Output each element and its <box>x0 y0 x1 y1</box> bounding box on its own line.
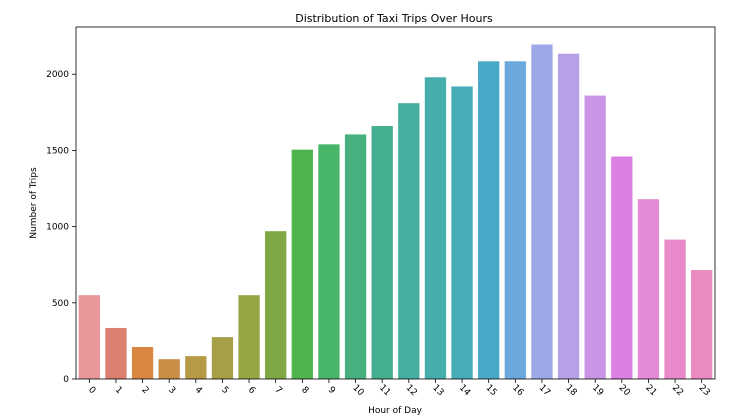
bar-hour-2 <box>131 347 154 379</box>
chart-title: Distribution of Taxi Trips Over Hours <box>295 12 493 25</box>
x-tick-label-11: 11 <box>377 383 392 398</box>
bar-hour-21 <box>637 199 660 379</box>
bar-hour-14 <box>451 86 473 380</box>
x-axis-label: Hour of Day <box>368 406 423 416</box>
y-tick-label-2: 1000 <box>46 223 69 233</box>
bar-hour-20 <box>611 156 633 379</box>
x-tick-label-10: 10 <box>350 383 365 398</box>
y-tick-label-1: 500 <box>52 299 69 309</box>
x-tick-label-19: 19 <box>590 383 605 398</box>
bar-hour-8 <box>291 149 313 379</box>
x-tick-label-12: 12 <box>404 383 419 398</box>
bar-hour-9 <box>318 144 340 379</box>
x-tick-label-6: 6 <box>246 385 257 396</box>
x-tick-label-20: 20 <box>617 383 632 398</box>
x-tick-label-4: 4 <box>193 385 204 396</box>
x-tick-label-8: 8 <box>299 385 310 396</box>
bar-hour-12 <box>398 103 420 379</box>
x-tick-label-18: 18 <box>563 383 578 398</box>
bar-hour-6 <box>238 295 260 379</box>
x-tick-label-0: 0 <box>86 385 97 396</box>
y-tick-label-3: 1500 <box>46 146 69 156</box>
x-tick-label-1: 1 <box>113 385 124 396</box>
bar-hour-22 <box>664 239 686 379</box>
y-tick-label-0: 0 <box>63 375 69 385</box>
bar-hour-13 <box>424 77 447 379</box>
x-tick-label-2: 2 <box>139 385 150 396</box>
bar-hour-19 <box>584 95 606 379</box>
bar-hour-4 <box>185 356 207 379</box>
y-tick-label-4: 2000 <box>46 70 69 80</box>
bar-hour-15 <box>478 61 500 379</box>
bar-hour-7 <box>265 231 287 379</box>
bar-hour-3 <box>158 359 180 379</box>
x-tick-label-9: 9 <box>326 385 337 396</box>
y-axis-label: Number of Trips <box>29 167 39 239</box>
x-tick-label-3: 3 <box>166 385 177 396</box>
bar-hour-23 <box>691 270 713 379</box>
bar-hour-1 <box>105 327 127 379</box>
x-tick-label-22: 22 <box>670 383 685 398</box>
bar-hour-16 <box>504 61 526 379</box>
bar-hour-0 <box>78 295 100 379</box>
x-tick-label-21: 21 <box>643 383 658 398</box>
x-tick-label-15: 15 <box>484 383 499 398</box>
x-tick-label-13: 13 <box>430 383 445 398</box>
bar-hour-17 <box>531 44 553 380</box>
bar-hour-5 <box>211 337 234 379</box>
bar-hour-10 <box>344 134 367 379</box>
x-tick-label-5: 5 <box>219 385 230 396</box>
x-tick-label-17: 17 <box>537 383 552 398</box>
x-tick-label-7: 7 <box>273 385 284 396</box>
plot-frame <box>75 26 716 380</box>
x-tick-label-16: 16 <box>510 383 525 398</box>
x-tick-label-23: 23 <box>697 383 712 398</box>
bar-hour-11 <box>371 126 393 379</box>
x-tick-label-14: 14 <box>457 383 472 398</box>
bar-hour-18 <box>557 53 580 380</box>
